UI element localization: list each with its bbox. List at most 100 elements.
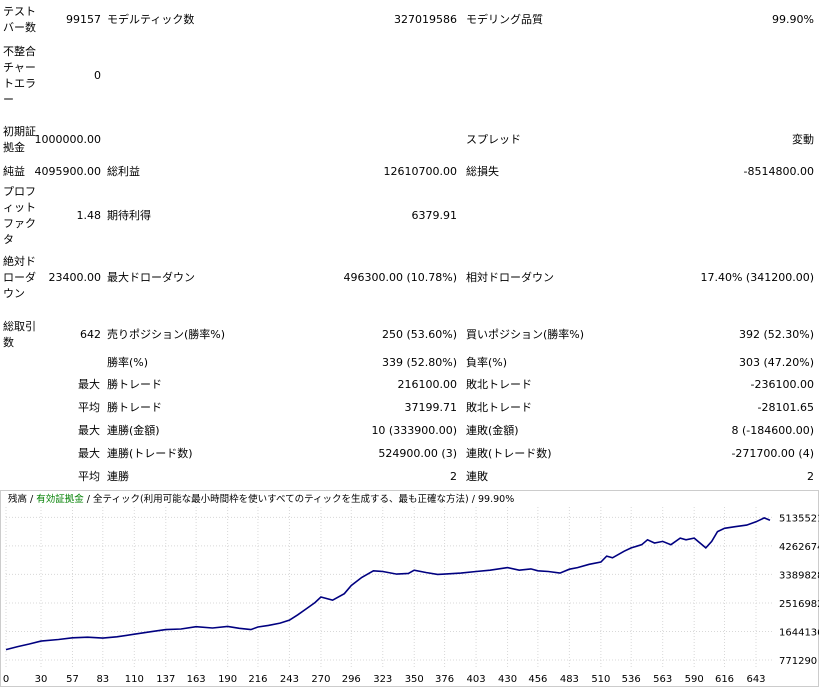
- x-tick-label: 403: [467, 674, 486, 685]
- stat-label: 連勝: [107, 470, 129, 483]
- stat-value: 10 (333900.00): [371, 424, 457, 437]
- y-tick-label: 4262674: [779, 542, 819, 553]
- stat-label: モデルティック数: [107, 13, 195, 26]
- x-axis-ticks: 0 30 57 83 110 137 163 190 216 243 270 296 323 350 376…: [3, 674, 766, 685]
- stat-value: 1000000.00: [34, 133, 101, 146]
- stat-label: モデリング品質: [466, 13, 543, 26]
- stat-value: 339 (52.80%): [381, 356, 457, 369]
- stat-value: 37199.71: [404, 401, 458, 414]
- stat-label: 連敗: [466, 470, 488, 483]
- stat-prefix: 平均: [78, 470, 100, 483]
- x-tick-label: 243: [280, 674, 299, 685]
- stat-value: 99157: [66, 13, 101, 26]
- stat-prefix: 平均: [78, 401, 100, 414]
- chart-frame: [0, 490, 819, 687]
- stat-label: 絶対ドローダウン: [3, 255, 36, 300]
- stat-label: プロフィットファクタ: [3, 185, 36, 246]
- stat-label: スプレッド: [466, 133, 521, 146]
- x-tick-label: 456: [528, 674, 547, 685]
- legend-model: 全ティック(利用可能な最小時間枠を使いすべてのティックを生成する、最も正確な方法…: [93, 493, 469, 505]
- stat-value: 2: [450, 470, 457, 483]
- stat-label: テストバー数: [3, 5, 36, 34]
- stat-value: 216100.00: [397, 378, 458, 391]
- legend-quality: 99.90%: [478, 494, 514, 505]
- stat-label: 勝トレード: [107, 401, 162, 414]
- stat-label: 負率(%): [466, 356, 508, 369]
- x-tick-label: 270: [311, 674, 330, 685]
- y-tick-label: 771290: [779, 656, 817, 667]
- stat-label: 総取引数: [3, 320, 36, 349]
- x-tick-label: 590: [685, 674, 704, 685]
- x-tick-label: 430: [498, 674, 517, 685]
- stat-label: 期待利得: [107, 209, 151, 222]
- x-tick-label: 643: [746, 674, 765, 685]
- stat-value: 2: [807, 470, 814, 483]
- stat-value: 変動: [792, 133, 814, 146]
- stat-label: 連勝(トレード数): [107, 447, 193, 460]
- stat-label: 連敗(金額): [466, 424, 519, 437]
- y-tick-label: 5135521: [779, 513, 819, 524]
- stat-label: 連勝(金額): [107, 424, 160, 437]
- y-tick-label: 2516982: [779, 599, 819, 610]
- y-tick-label: 3389828: [779, 570, 819, 581]
- y-axis-ticks: 771290 1644136 2516982 3389828 4262674 513552…: [779, 513, 819, 667]
- legend-balance: 残高: [8, 493, 27, 505]
- stat-value: -28101.65: [757, 401, 814, 414]
- x-tick-label: 137: [156, 674, 175, 685]
- x-tick-label: 376: [435, 674, 454, 685]
- stat-label: 初期証拠金: [3, 125, 36, 154]
- stat-value: 524900.00 (3): [378, 447, 457, 460]
- stat-label: 勝トレード: [107, 378, 162, 391]
- x-tick-label: 350: [405, 674, 424, 685]
- x-tick-label: 616: [715, 674, 734, 685]
- stat-value: 496300.00 (10.78%): [343, 271, 457, 284]
- stat-value: 1.48: [76, 209, 102, 222]
- stat-value: 8 (-184600.00): [731, 424, 814, 437]
- x-tick-label: 563: [653, 674, 672, 685]
- stat-label: 純益: [3, 165, 25, 178]
- legend-equity: 有効証拠金: [36, 493, 84, 505]
- stat-value: 303 (47.20%): [738, 356, 814, 369]
- x-tick-label: 296: [342, 674, 361, 685]
- x-tick-label: 510: [591, 674, 610, 685]
- stat-prefix: 最大: [78, 378, 100, 391]
- stat-value: -8514800.00: [743, 165, 814, 178]
- stat-label: 総利益: [107, 165, 140, 178]
- equity-chart: 残高 / 有効証拠金 / 全ティック(利用可能な最小時間枠を使いすべてのティック…: [0, 490, 819, 687]
- stat-value: -271700.00 (4): [731, 447, 814, 460]
- x-tick-label: 216: [248, 674, 267, 685]
- x-tick-label: 190: [218, 674, 237, 685]
- x-tick-label: 323: [373, 674, 392, 685]
- x-tick-label: 83: [96, 674, 109, 685]
- stat-label: 相対ドローダウン: [466, 271, 554, 284]
- stat-value: 4095900.00: [34, 165, 101, 178]
- stat-value: 12610700.00: [383, 165, 457, 178]
- stat-label: 最大ドローダウン: [107, 271, 195, 284]
- stat-value: 23400.00: [48, 271, 102, 284]
- stat-label: 敗北トレード: [466, 378, 532, 391]
- stat-value: 17.40% (341200.00): [700, 271, 814, 284]
- stat-value: 642: [80, 328, 101, 341]
- stat-value: 6379.91: [411, 209, 458, 222]
- stat-prefix: 最大: [78, 424, 100, 437]
- stat-label: 総損失: [466, 165, 499, 178]
- x-tick-label: 0: [3, 674, 9, 685]
- stat-prefix: 最大: [78, 447, 100, 460]
- x-tick-label: 57: [66, 674, 79, 685]
- stat-label: 敗北トレード: [466, 401, 532, 414]
- x-tick-label: 30: [35, 674, 48, 685]
- balance-line: [5, 517, 771, 651]
- stat-value: 0: [94, 69, 101, 82]
- stat-value: 250 (53.60%): [381, 328, 457, 341]
- chart-legend: 残高 / 有効証拠金 / 全ティック(利用可能な最小時間枠を使いすべてのティック…: [8, 493, 514, 505]
- stat-label: 連敗(トレード数): [466, 447, 552, 460]
- x-tick-label: 483: [560, 674, 579, 685]
- stat-label: 不整合チャートエラー: [3, 45, 36, 106]
- stat-label: 買いポジション(勝率%): [466, 328, 585, 341]
- stat-value: -236100.00: [750, 378, 814, 391]
- x-tick-label: 536: [622, 674, 641, 685]
- stat-value: 392 (52.30%): [738, 328, 814, 341]
- x-tick-label: 110: [125, 674, 144, 685]
- chart-grid: [5, 507, 774, 668]
- stat-value: 99.90%: [772, 13, 814, 26]
